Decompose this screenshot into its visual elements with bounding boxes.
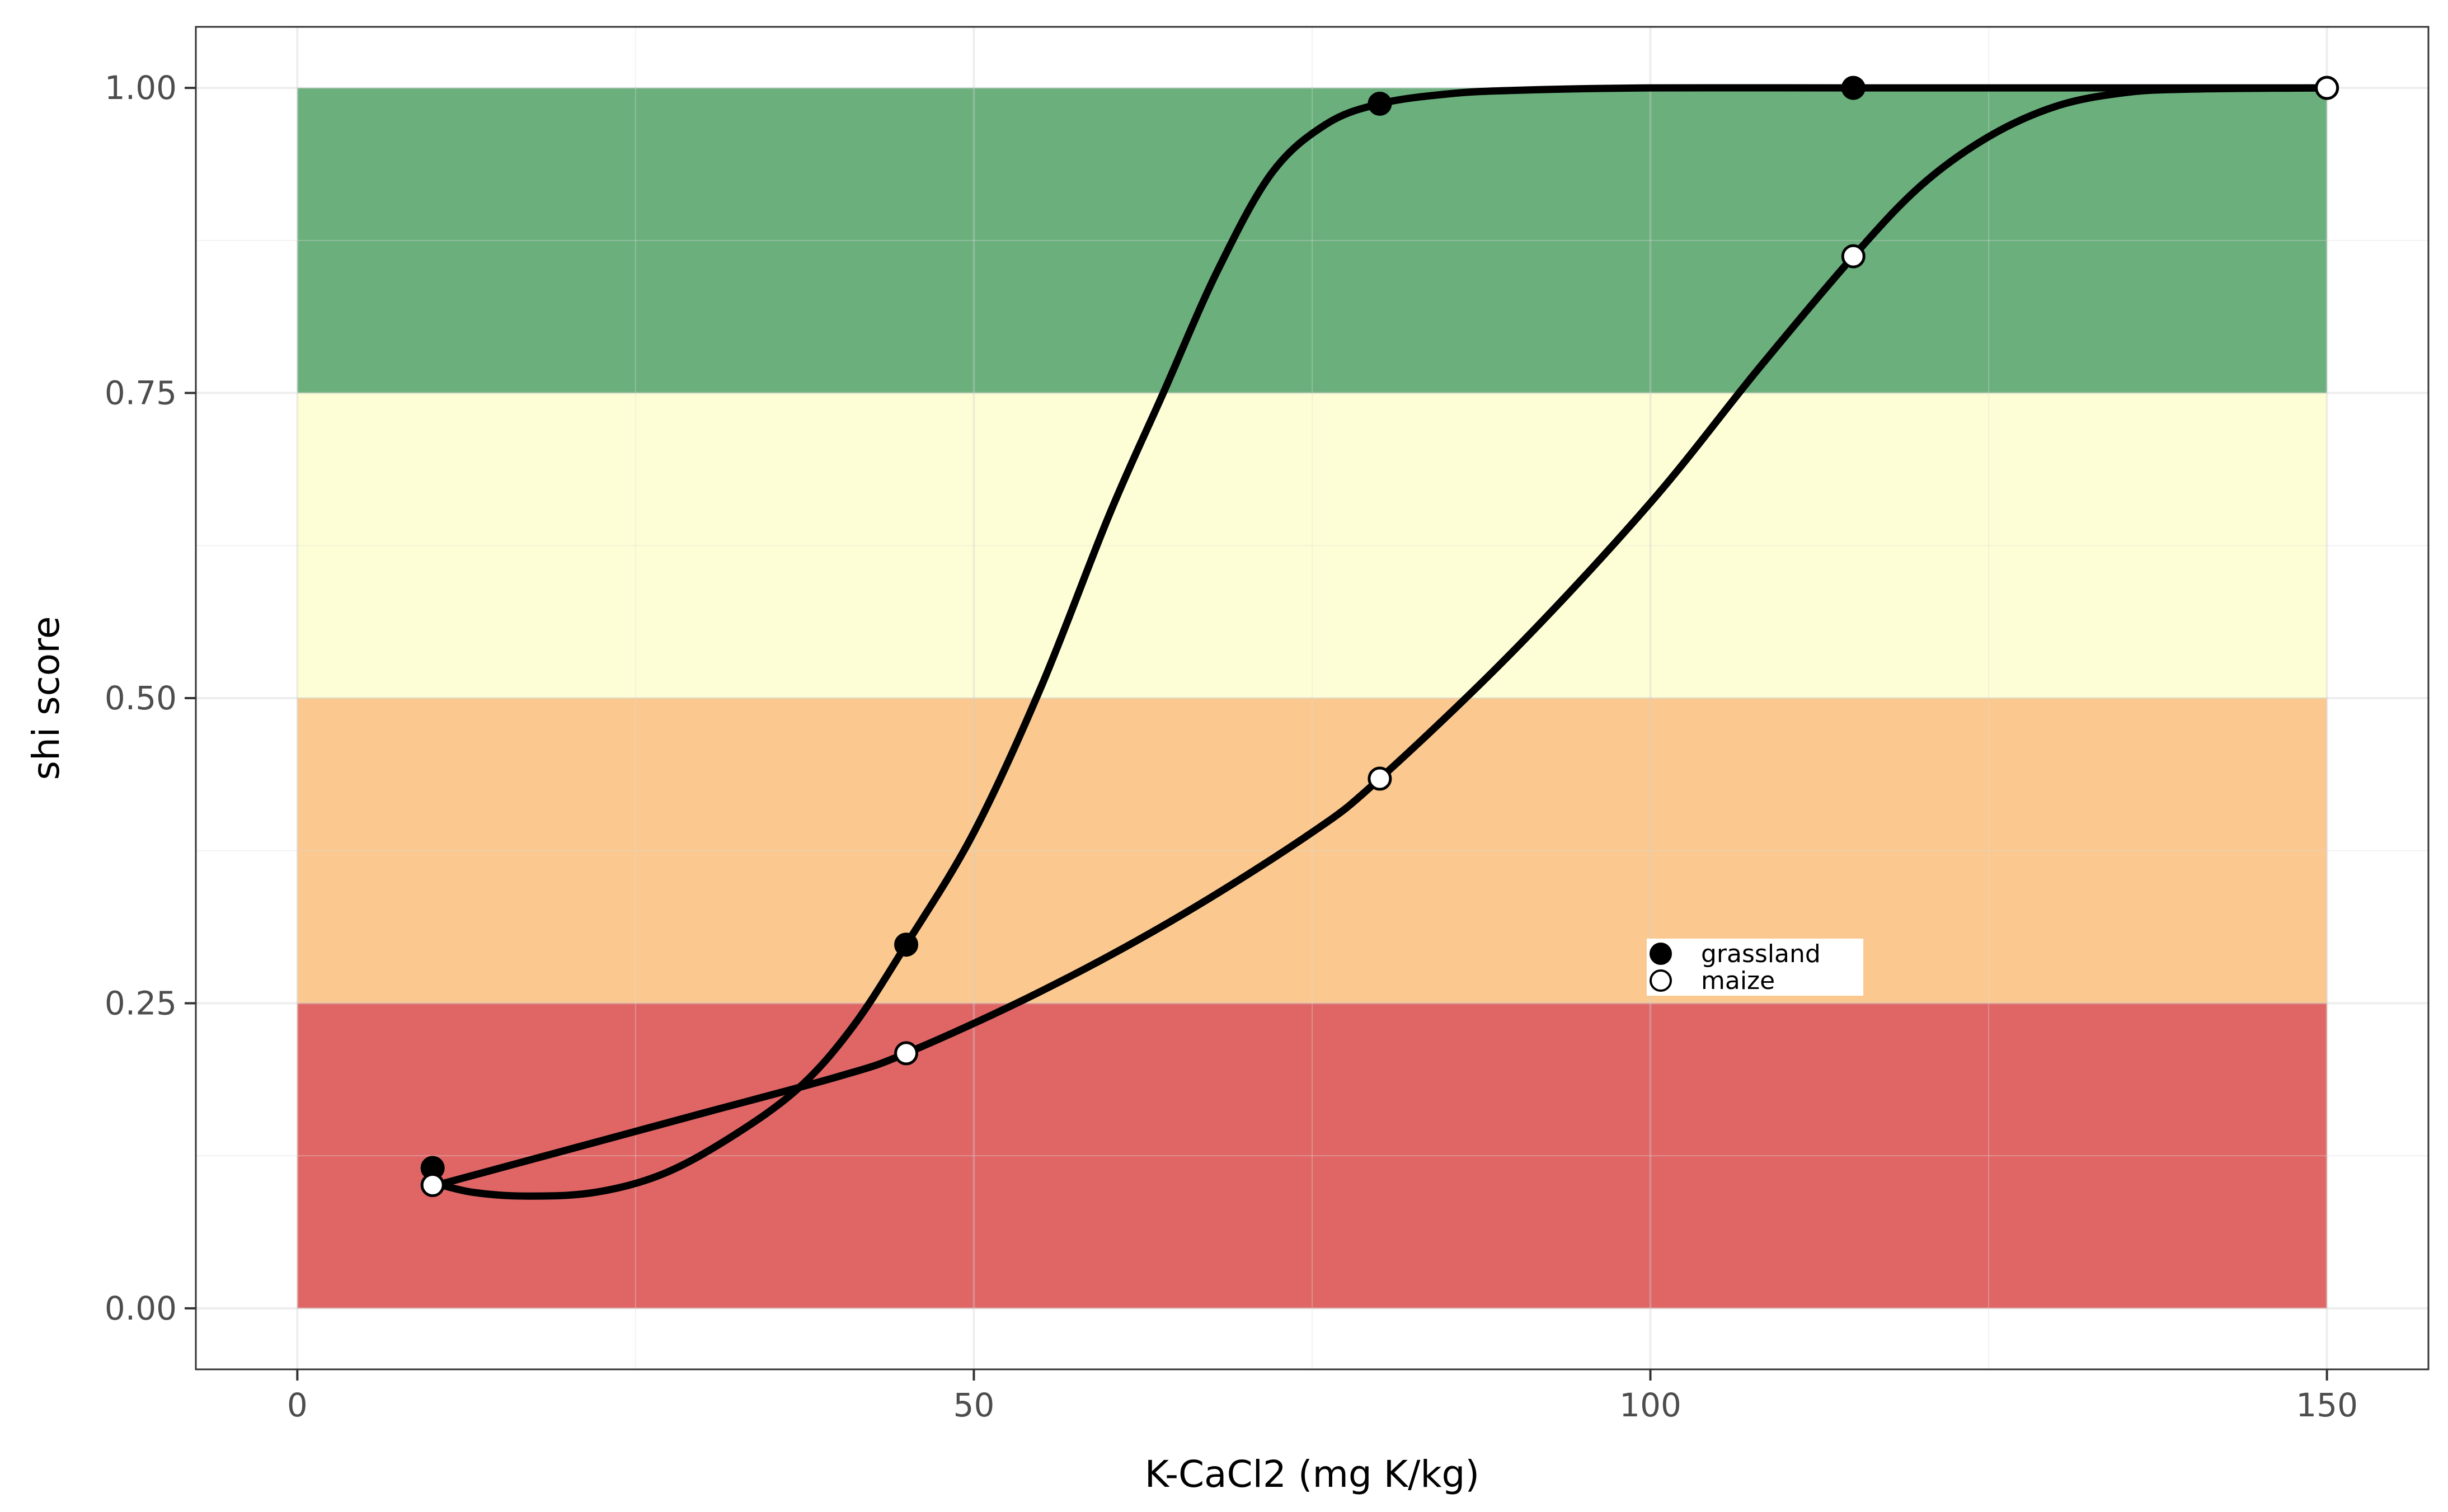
fitted-curves (429, 84, 2331, 1200)
legend-grassland-marker (1650, 943, 1672, 965)
legend-maize-marker (1650, 969, 1672, 992)
grid-lines (196, 27, 2428, 1369)
y-tick-label: 1.00 (105, 69, 177, 107)
legend-grassland-label: grassland (1701, 940, 1821, 968)
x-tick-label: 100 (1619, 1386, 1681, 1424)
score-band-2 (297, 393, 2327, 698)
y-tick-label: 0.25 (105, 984, 177, 1022)
x-axis-title: K-CaCl2 (mg K/kg) (1145, 1453, 1479, 1496)
y-tick-label: 0.00 (105, 1289, 177, 1327)
grassland-curve (429, 84, 2331, 1200)
x-tick-label: 50 (953, 1386, 995, 1424)
x-tick-label: 0 (287, 1386, 308, 1424)
y-tick-label: 0.50 (105, 679, 177, 717)
maize-point (894, 1041, 919, 1066)
x-axis-ticks: 0 50 100 150 (287, 1369, 2358, 1424)
data-points (420, 76, 2339, 1198)
y-axis-title: shi score (25, 616, 68, 780)
score-bands (297, 88, 2327, 1308)
x-tick-label: 150 (2296, 1386, 2358, 1424)
score-band-0 (297, 1003, 2327, 1308)
maize-point (1841, 244, 1866, 269)
legend-background (1647, 939, 1863, 996)
legend-maize-label: maize (1701, 967, 1775, 995)
maize-curve (429, 84, 2331, 1190)
grassland-point (894, 932, 919, 957)
y-axis-ticks: 0.00 0.25 0.50 0.75 1.00 (105, 69, 196, 1327)
grassland-point (1841, 76, 1866, 100)
score-band-1 (297, 698, 2327, 1004)
maize-point (1368, 766, 1392, 791)
legend: grassland maize (1647, 939, 1863, 996)
grassland-point (1368, 91, 1392, 116)
maize-point (2315, 76, 2339, 100)
maize-point (420, 1173, 445, 1198)
y-tick-label: 0.75 (105, 374, 177, 412)
